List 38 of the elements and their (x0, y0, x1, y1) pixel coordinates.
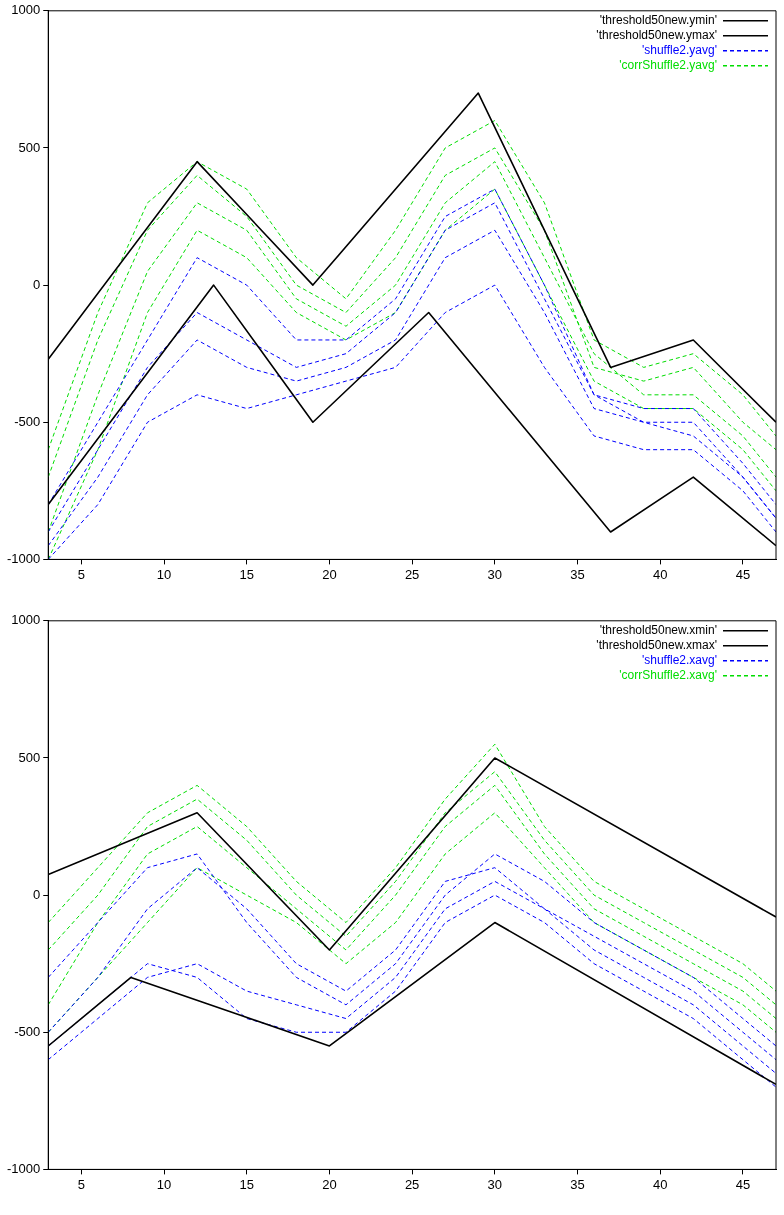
x-tick-label: 35 (570, 1176, 585, 1192)
x-tick-label: 40 (652, 566, 668, 582)
y-tick-label: -1000 (7, 1160, 41, 1176)
y-tick-label: 500 (18, 139, 41, 155)
x-tick-label: 45 (735, 566, 751, 582)
line-series (48, 120, 776, 451)
legend-label: 'shuffle2.xavg' (641, 653, 717, 668)
x-tick-label: 30 (487, 1176, 503, 1192)
legend-label: 'threshold50new.xmin' (599, 623, 717, 638)
y-tick-label: 1000 (11, 612, 41, 628)
x-tick-label: 5 (77, 1176, 85, 1192)
x-tick-label: 10 (156, 566, 172, 582)
x-tick-label: 20 (322, 566, 337, 582)
x-tick-label: 20 (322, 1176, 337, 1192)
legend-label: 'corrShuffle2.xavg' (619, 668, 717, 683)
x-tick-label: 30 (487, 566, 503, 582)
y-tick-label: -500 (14, 1023, 41, 1039)
x-tick-label: 25 (404, 566, 420, 582)
legend-label: 'threshold50new.ymax' (596, 28, 717, 43)
legend-label: 'threshold50new.ymin' (599, 13, 717, 28)
y-tick-label: -500 (14, 413, 41, 429)
x-tick-label: 40 (652, 1176, 668, 1192)
x-tick-label: 10 (156, 1176, 172, 1192)
legend-label: 'corrShuffle2.yavg' (619, 58, 717, 73)
x-tick-label: 15 (239, 566, 254, 582)
y-tick-label: -1000 (7, 550, 41, 566)
y-tick-label: 0 (33, 276, 41, 292)
y-tick-label: 500 (18, 749, 41, 765)
x-tick-label: 45 (735, 1176, 751, 1192)
line-series (48, 743, 776, 992)
legend-label: 'threshold50new.xmax' (596, 638, 717, 653)
legend-label: 'shuffle2.yavg' (641, 43, 717, 58)
x-tick-label: 25 (404, 1176, 420, 1192)
x-tick-label: 15 (239, 1176, 254, 1192)
x-tick-label: 5 (77, 566, 85, 582)
y-tick-label: 0 (33, 886, 41, 902)
x-tick-label: 35 (570, 566, 585, 582)
y-tick-label: 1000 (11, 2, 41, 18)
